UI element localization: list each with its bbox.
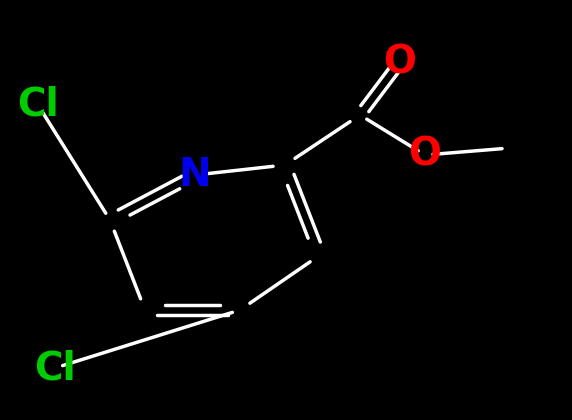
Text: O: O — [383, 43, 416, 81]
Text: Cl: Cl — [17, 86, 59, 124]
Text: N: N — [178, 156, 211, 194]
Text: Cl: Cl — [34, 349, 76, 387]
Text: O: O — [408, 136, 442, 174]
